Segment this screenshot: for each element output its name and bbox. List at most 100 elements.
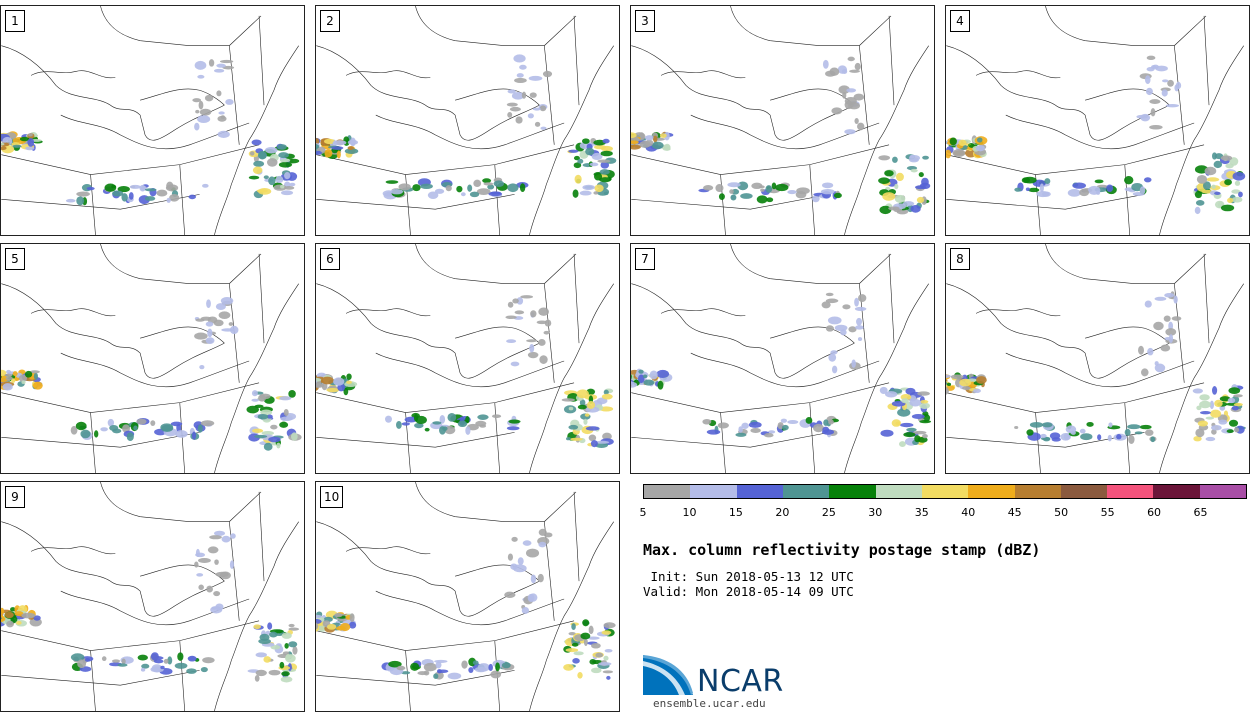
reflectivity-echo bbox=[349, 613, 355, 622]
reflectivity-echo bbox=[434, 188, 445, 194]
reflectivity-echo bbox=[589, 162, 599, 167]
reflectivity-echo bbox=[292, 646, 298, 655]
reflectivity-echo bbox=[505, 315, 517, 320]
map-boundary-line bbox=[179, 402, 186, 473]
reflectivity-echo bbox=[922, 155, 929, 160]
map-boundary-line bbox=[1, 432, 200, 448]
reflectivity-echo bbox=[196, 573, 204, 577]
colorbar-swatch bbox=[875, 485, 922, 498]
reflectivity-echo bbox=[1209, 400, 1214, 410]
map-boundary-line bbox=[809, 402, 816, 473]
reflectivity-echo bbox=[508, 419, 521, 424]
reflectivity-echo bbox=[104, 183, 117, 192]
map-boundary-line bbox=[888, 253, 895, 344]
reflectivity-echo bbox=[1162, 79, 1169, 83]
reflectivity-echo bbox=[534, 121, 541, 127]
colorbar-tick-label: 65 bbox=[1193, 506, 1208, 519]
reflectivity-echo bbox=[527, 593, 535, 603]
reflectivity-echo bbox=[1079, 428, 1086, 434]
reflectivity-echo bbox=[811, 195, 820, 203]
reflectivity-echo bbox=[519, 64, 527, 70]
reflectivity-echo bbox=[214, 559, 219, 565]
reflectivity-echo bbox=[412, 184, 421, 192]
reflectivity-echo bbox=[279, 661, 285, 669]
reflectivity-echo bbox=[137, 654, 148, 661]
reflectivity-echo bbox=[333, 377, 345, 386]
ensemble-member-panel: 3 bbox=[630, 5, 935, 236]
reflectivity-echo bbox=[276, 442, 281, 449]
map-boundary-line bbox=[946, 283, 1170, 379]
map-boundary-line bbox=[455, 564, 540, 582]
colorbar-swatch bbox=[736, 485, 783, 498]
reflectivity-echo bbox=[1149, 124, 1163, 130]
colorbar-tick-label: 55 bbox=[1100, 506, 1115, 519]
reflectivity-echo bbox=[512, 298, 519, 304]
reflectivity-echo bbox=[410, 662, 420, 671]
map-boundary-line bbox=[375, 114, 565, 150]
reflectivity-echo bbox=[200, 420, 215, 427]
reflectivity-map bbox=[631, 6, 931, 235]
reflectivity-echo bbox=[287, 158, 300, 164]
map-boundary-line bbox=[573, 491, 580, 582]
reflectivity-echo bbox=[878, 155, 891, 161]
reflectivity-echo bbox=[246, 405, 259, 414]
member-number-label: 5 bbox=[5, 248, 25, 270]
reflectivity-echo bbox=[579, 190, 592, 196]
reflectivity-echo bbox=[215, 571, 229, 578]
reflectivity-echo bbox=[199, 108, 212, 116]
reflectivity-echo bbox=[507, 111, 513, 118]
reflectivity-echo bbox=[603, 622, 616, 629]
reflectivity-echo bbox=[952, 149, 966, 157]
reflectivity-echo bbox=[65, 198, 76, 203]
map-boundary-line bbox=[888, 15, 895, 106]
reflectivity-echo bbox=[197, 74, 205, 79]
reflectivity-echo bbox=[265, 146, 278, 154]
reflectivity-echo bbox=[1175, 81, 1182, 90]
reflectivity-echo bbox=[838, 85, 850, 94]
reflectivity-echo bbox=[1233, 402, 1243, 407]
reflectivity-echo bbox=[186, 668, 197, 674]
reflectivity-echo bbox=[275, 175, 284, 184]
reflectivity-echo bbox=[1161, 89, 1168, 97]
colorbar-swatch bbox=[1107, 485, 1154, 498]
reflectivity-echo bbox=[751, 182, 763, 190]
reflectivity-echo bbox=[316, 380, 318, 383]
map-boundary-line bbox=[316, 45, 540, 141]
reflectivity-echo bbox=[730, 194, 737, 201]
reflectivity-echo bbox=[573, 155, 580, 161]
reflectivity-echo bbox=[267, 622, 273, 630]
site-url: ensemble.ucar.edu bbox=[653, 697, 766, 710]
reflectivity-echo bbox=[589, 659, 597, 665]
map-boundary-line bbox=[529, 521, 614, 711]
reflectivity-echo bbox=[474, 666, 487, 673]
reflectivity-echo bbox=[903, 432, 916, 438]
reflectivity-echo bbox=[1204, 166, 1217, 176]
reflectivity-echo bbox=[197, 424, 203, 433]
reflectivity-echo bbox=[176, 423, 182, 433]
reflectivity-echo bbox=[400, 671, 411, 675]
reflectivity-echo bbox=[854, 118, 859, 124]
map-boundary-line bbox=[316, 432, 515, 448]
colorbar-tick-labels: 5 10 15 20 25 30 35 40 45 50 55 60 65 bbox=[640, 506, 1247, 520]
reflectivity-echo bbox=[439, 415, 446, 424]
reflectivity-echo bbox=[1195, 200, 1205, 206]
reflectivity-echo bbox=[914, 435, 921, 443]
reflectivity-echo bbox=[958, 139, 967, 146]
reflectivity-echo bbox=[516, 297, 524, 305]
map-boundary-line bbox=[1, 45, 225, 141]
map-boundary-line bbox=[258, 253, 265, 344]
reflectivity-echo bbox=[280, 416, 293, 422]
colorbar-swatch bbox=[782, 485, 830, 498]
reflectivity-echo bbox=[1044, 178, 1051, 185]
map-boundary-line bbox=[60, 114, 250, 150]
reflectivity-echo bbox=[1014, 187, 1022, 192]
reflectivity-echo bbox=[506, 426, 520, 431]
reflectivity-echo bbox=[1194, 206, 1201, 215]
reflectivity-echo bbox=[346, 380, 353, 385]
reflectivity-echo bbox=[504, 591, 516, 598]
map-boundary-line bbox=[946, 382, 1205, 413]
map-boundary-line bbox=[405, 650, 411, 711]
valid-time: Valid: Mon 2018-05-14 09 UTC bbox=[643, 584, 854, 599]
reflectivity-echo bbox=[591, 152, 603, 161]
colorbar-tick-label: 25 bbox=[821, 506, 836, 519]
